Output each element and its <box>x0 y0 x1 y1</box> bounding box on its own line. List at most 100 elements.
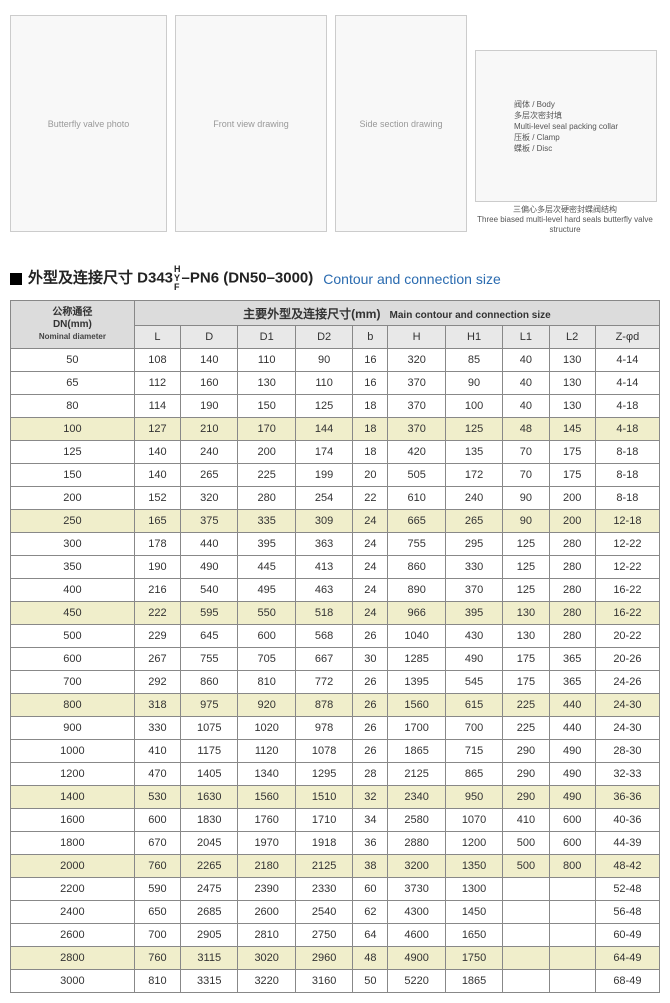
value-cell: 64 <box>353 924 388 947</box>
value-cell: 420 <box>388 441 445 464</box>
value-cell: 1175 <box>181 740 238 763</box>
value-cell: 335 <box>238 510 295 533</box>
value-cell: 108 <box>134 349 180 372</box>
value-cell: 100 <box>445 395 502 418</box>
value-cell: 700 <box>134 924 180 947</box>
value-cell: 650 <box>134 901 180 924</box>
value-cell: 160 <box>181 372 238 395</box>
dn-cell: 900 <box>11 717 135 740</box>
value-cell: 12-18 <box>595 510 659 533</box>
value-cell <box>549 947 595 970</box>
value-cell: 280 <box>549 579 595 602</box>
clamp-label-cn: 压板 <box>514 133 530 142</box>
packing-label-en: Multi-level seal packing collar <box>514 122 618 131</box>
value-cell: 890 <box>388 579 445 602</box>
value-cell: 2125 <box>295 855 352 878</box>
value-cell <box>549 924 595 947</box>
dn-cell: 2600 <box>11 924 135 947</box>
table-row: 70029286081077226139554517536524-26 <box>11 671 660 694</box>
value-cell: 590 <box>134 878 180 901</box>
table-row: 4502225955505182496639513028016-22 <box>11 602 660 625</box>
value-cell: 90 <box>503 510 549 533</box>
column-header: H1 <box>445 326 502 349</box>
value-cell: 2265 <box>181 855 238 878</box>
value-cell: 760 <box>134 947 180 970</box>
value-cell: 290 <box>503 786 549 809</box>
value-cell: 545 <box>445 671 502 694</box>
value-cell: 309 <box>295 510 352 533</box>
value-cell: 860 <box>181 671 238 694</box>
value-cell: 518 <box>295 602 352 625</box>
value-cell: 60 <box>353 878 388 901</box>
value-cell: 600 <box>238 625 295 648</box>
section-title: 外型及连接尺寸 D343HYF–PN6 (DN50–3000) Contour … <box>10 265 660 292</box>
value-cell: 190 <box>134 556 180 579</box>
value-cell: 175 <box>503 648 549 671</box>
value-cell: 1918 <box>295 832 352 855</box>
table-row: 9003301075102097826170070022544024-30 <box>11 717 660 740</box>
value-cell: 172 <box>445 464 502 487</box>
column-header: D <box>181 326 238 349</box>
dn-cell: 1400 <box>11 786 135 809</box>
value-cell: 280 <box>549 602 595 625</box>
value-cell: 1405 <box>181 763 238 786</box>
packing-label-cn: 多层次密封填 <box>514 111 562 120</box>
value-cell: 490 <box>445 648 502 671</box>
value-cell: 810 <box>238 671 295 694</box>
value-cell: 370 <box>445 579 502 602</box>
value-cell: 3160 <box>295 970 352 993</box>
dimension-table: 公称通径 DN(mm) Nominal diameter 主要外型及连接尺寸(m… <box>10 300 660 993</box>
value-cell: 966 <box>388 602 445 625</box>
value-cell: 670 <box>134 832 180 855</box>
value-cell <box>549 878 595 901</box>
value-cell: 68-49 <box>595 970 659 993</box>
title-fraction: HYF <box>174 265 181 292</box>
value-cell: 1630 <box>181 786 238 809</box>
column-header: D1 <box>238 326 295 349</box>
value-cell: 240 <box>181 441 238 464</box>
value-cell: 24-30 <box>595 694 659 717</box>
value-cell: 2580 <box>388 809 445 832</box>
value-cell: 28-30 <box>595 740 659 763</box>
table-row: 50108140110901632085401304-14 <box>11 349 660 372</box>
value-cell: 130 <box>503 602 549 625</box>
value-cell: 755 <box>181 648 238 671</box>
value-cell: 600 <box>134 809 180 832</box>
body-label-en: Body <box>537 100 555 109</box>
dn-cell: 250 <box>11 510 135 533</box>
valve-photo: Butterfly valve photo <box>10 15 167 232</box>
value-cell: 772 <box>295 671 352 694</box>
value-cell: 760 <box>134 855 180 878</box>
value-cell: 470 <box>134 763 180 786</box>
value-cell <box>549 970 595 993</box>
value-cell: 550 <box>238 602 295 625</box>
title-text: 外型及连接尺寸 D343HYF–PN6 (DN50–3000) <box>28 265 313 292</box>
main-column-header: 主要外型及连接尺寸(mm) Main contour and connectio… <box>134 301 659 326</box>
value-cell <box>503 947 549 970</box>
value-cell: 1075 <box>181 717 238 740</box>
column-header: L2 <box>549 326 595 349</box>
value-cell: 490 <box>549 740 595 763</box>
value-cell: 127 <box>134 418 180 441</box>
table-row: 3000810331532203160505220186568-49 <box>11 970 660 993</box>
value-cell: 145 <box>549 418 595 441</box>
value-cell: 175 <box>549 441 595 464</box>
value-cell: 490 <box>181 556 238 579</box>
value-cell: 2960 <box>295 947 352 970</box>
value-cell: 130 <box>503 625 549 648</box>
dn-cell: 150 <box>11 464 135 487</box>
value-cell <box>503 878 549 901</box>
value-cell: 975 <box>181 694 238 717</box>
value-cell: 225 <box>503 694 549 717</box>
value-cell: 125 <box>503 579 549 602</box>
value-cell: 70 <box>503 441 549 464</box>
value-cell: 568 <box>295 625 352 648</box>
table-row: 2000760226521802125383200135050080048-42 <box>11 855 660 878</box>
value-cell: 40-36 <box>595 809 659 832</box>
dn-cell: 50 <box>11 349 135 372</box>
value-cell: 24-26 <box>595 671 659 694</box>
value-cell: 175 <box>503 671 549 694</box>
value-cell: 62 <box>353 901 388 924</box>
value-cell <box>503 970 549 993</box>
value-cell: 370 <box>388 418 445 441</box>
